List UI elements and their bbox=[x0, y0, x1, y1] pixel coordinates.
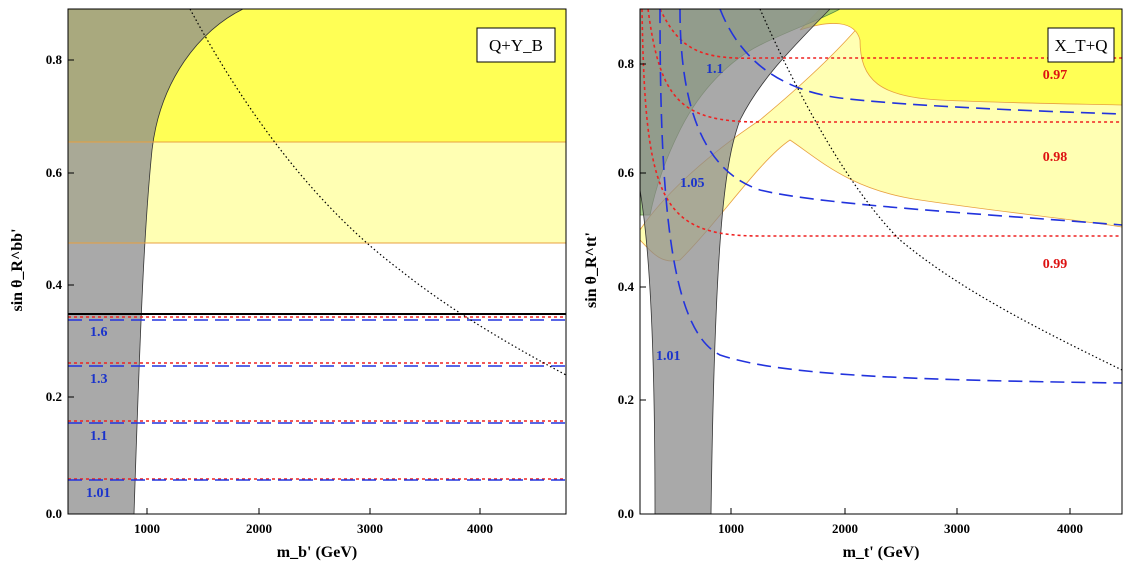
right-blue-contour-2 bbox=[679, 9, 1122, 226]
right-bright-yellow-region bbox=[799, 9, 1122, 106]
left-panel: 1.6 1.3 1.1 1.01 Q+Y_B 0.0 0.2 0.4 0.6 0… bbox=[9, 8, 567, 561]
left-x-tick-1: 2000 bbox=[246, 521, 272, 536]
right-blue-label-2: 1.05 bbox=[680, 176, 705, 191]
left-x-tick-2: 3000 bbox=[357, 521, 383, 536]
left-legend-box: Q+Y_B bbox=[476, 27, 556, 63]
right-x-tick-1: 2000 bbox=[832, 521, 858, 536]
right-panel: 0.97 0.98 0.99 1.1 1.05 1.01 X_T+Q 0.0 bbox=[583, 8, 1123, 561]
right-legend-text: X_T+Q bbox=[1054, 36, 1107, 55]
right-red-labels: 0.97 0.98 0.99 bbox=[1043, 68, 1068, 272]
right-x-tick-2: 3000 bbox=[944, 521, 970, 536]
right-dotted-black-curve bbox=[759, 9, 1122, 371]
right-red-label-3: 0.99 bbox=[1043, 257, 1068, 272]
right-red-contour-2 bbox=[647, 9, 1122, 123]
left-curve-label-4: 1.01 bbox=[86, 486, 111, 501]
right-y-tick-4: 0.8 bbox=[618, 56, 635, 71]
left-legend-text: Q+Y_B bbox=[489, 36, 543, 55]
right-blue-contour-3 bbox=[659, 9, 1122, 384]
left-x-tick-3: 4000 bbox=[467, 521, 493, 536]
right-blue-label-1: 1.1 bbox=[706, 62, 724, 77]
right-plot-frame bbox=[639, 8, 1123, 515]
left-curve-label-2: 1.3 bbox=[90, 372, 108, 387]
left-y-ticks bbox=[68, 59, 74, 515]
left-x-tick-0: 1000 bbox=[134, 521, 160, 536]
left-plot-area: 1.6 1.3 1.1 1.01 bbox=[68, 9, 566, 514]
right-y-tick-2: 0.4 bbox=[618, 279, 635, 294]
right-x-tick-labels: 1000 2000 3000 4000 bbox=[718, 521, 1083, 536]
left-x-ticks bbox=[146, 508, 481, 514]
right-blue-contour-1 bbox=[719, 9, 1122, 115]
right-y-axis-label: sin θ_R^tt' bbox=[583, 232, 600, 308]
right-legend-box: X_T+Q bbox=[1047, 27, 1115, 63]
right-y-tick-3: 0.6 bbox=[618, 165, 635, 180]
left-y-axis-label: sin θ_R^bb' bbox=[9, 228, 26, 311]
left-y-tick-2: 0.4 bbox=[46, 277, 63, 292]
left-y-tick-3: 0.6 bbox=[46, 165, 63, 180]
left-y-tick-0: 0.0 bbox=[46, 506, 62, 521]
right-x-tick-0: 1000 bbox=[718, 521, 744, 536]
left-x-tick-labels: 1000 2000 3000 4000 bbox=[134, 521, 493, 536]
right-x-ticks bbox=[730, 508, 1071, 514]
left-plot-frame bbox=[67, 8, 567, 515]
right-blue-label-3: 1.01 bbox=[656, 349, 681, 364]
right-red-label-1: 0.97 bbox=[1043, 68, 1068, 83]
left-gray-region bbox=[68, 9, 244, 514]
left-curve-labels: 1.6 1.3 1.1 1.01 bbox=[86, 325, 111, 501]
left-dotted-black-curve bbox=[189, 9, 566, 376]
left-y-tick-4: 0.8 bbox=[46, 52, 63, 67]
left-x-axis-label: m_b' (GeV) bbox=[277, 544, 357, 561]
right-red-label-2: 0.98 bbox=[1043, 150, 1068, 165]
right-y-tick-labels: 0.0 0.2 0.4 0.6 0.8 bbox=[618, 56, 635, 521]
right-gray-region bbox=[640, 9, 831, 514]
right-blue-labels: 1.1 1.05 1.01 bbox=[656, 62, 724, 364]
right-y-ticks bbox=[640, 63, 646, 515]
right-y-tick-1: 0.2 bbox=[618, 392, 634, 407]
right-y-tick-0: 0.0 bbox=[618, 506, 634, 521]
right-x-axis-label: m_t' (GeV) bbox=[843, 544, 920, 561]
right-x-tick-3: 4000 bbox=[1057, 521, 1083, 536]
left-y-tick-labels: 0.0 0.2 0.4 0.6 0.8 bbox=[46, 52, 63, 521]
left-y-tick-1: 0.2 bbox=[46, 389, 62, 404]
left-curve-label-3: 1.1 bbox=[90, 429, 108, 444]
left-curve-label-1: 1.6 bbox=[90, 325, 108, 340]
right-red-contour-1 bbox=[659, 9, 1122, 60]
right-plot-area: 0.97 0.98 0.99 1.1 1.05 1.01 bbox=[640, 9, 1122, 514]
left-curve-group bbox=[68, 316, 566, 481]
